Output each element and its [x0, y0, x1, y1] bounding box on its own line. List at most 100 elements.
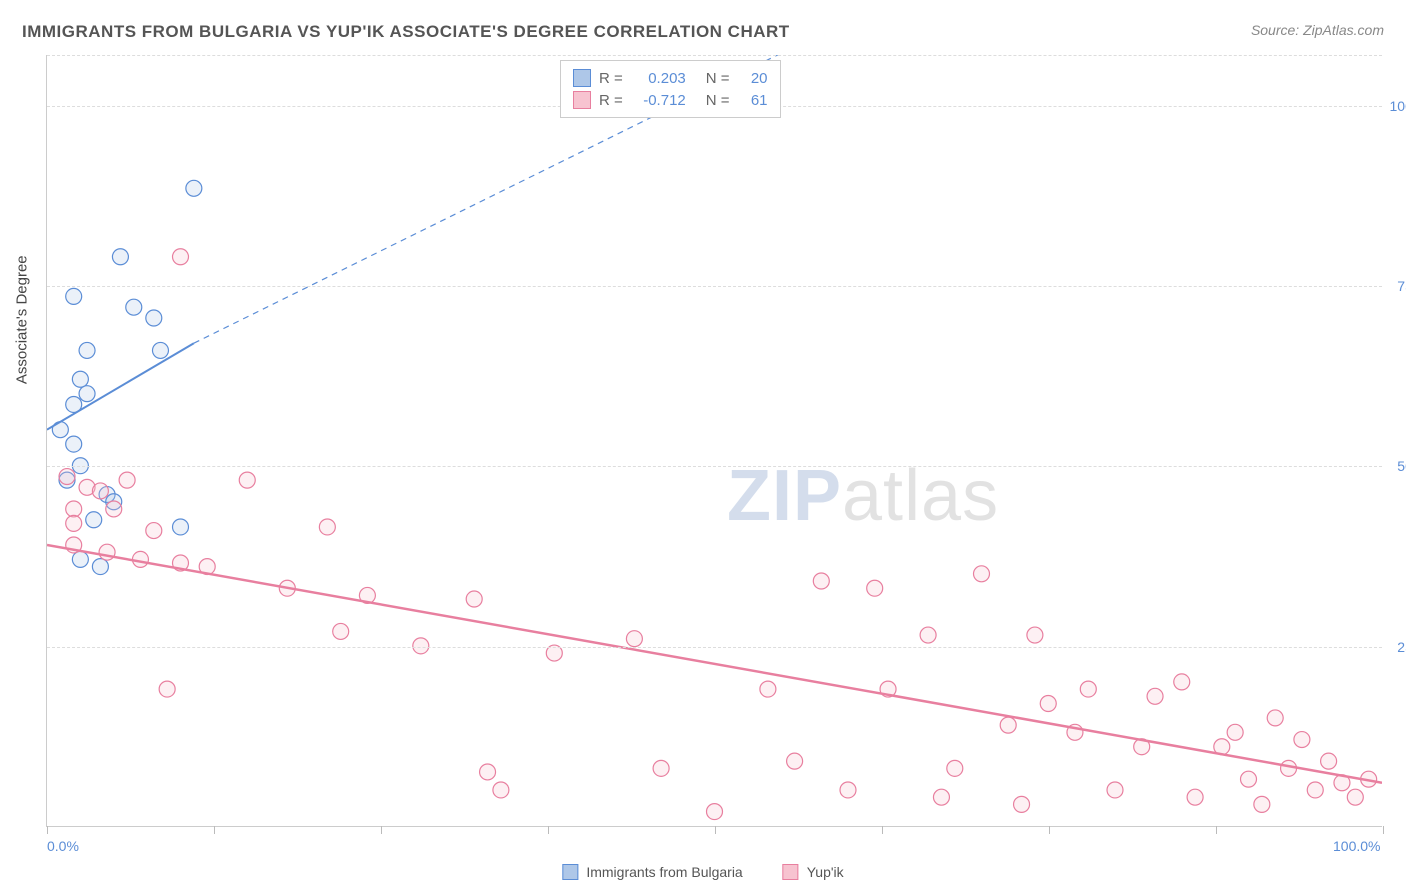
data-point: [92, 483, 108, 499]
x-tick: [381, 826, 382, 834]
data-point: [126, 299, 142, 315]
data-point: [173, 249, 189, 265]
data-point: [79, 342, 95, 358]
data-point: [186, 180, 202, 196]
stat-r-value: 0.203: [631, 70, 686, 87]
y-tick-label: 25.0%: [1397, 639, 1406, 655]
data-point: [1241, 771, 1257, 787]
data-point: [159, 681, 175, 697]
data-point: [480, 764, 496, 780]
legend-item: Yup'ik: [783, 864, 844, 880]
data-point: [199, 559, 215, 575]
x-tick-label: 0.0%: [47, 838, 79, 854]
data-point: [66, 501, 82, 517]
data-point: [1227, 724, 1243, 740]
data-point: [99, 487, 115, 503]
data-point: [880, 681, 896, 697]
data-point: [760, 681, 776, 697]
data-point: [1334, 775, 1350, 791]
data-point: [99, 544, 115, 560]
data-point: [319, 519, 335, 535]
x-tick: [548, 826, 549, 834]
data-point: [920, 627, 936, 643]
data-point: [1214, 739, 1230, 755]
watermark: ZIPatlas: [727, 455, 999, 537]
data-point: [1067, 724, 1083, 740]
data-point: [106, 501, 122, 517]
trend-line: [47, 545, 1382, 783]
data-point: [466, 591, 482, 607]
y-axis-title: Associate's Degree: [14, 255, 31, 384]
data-point: [112, 249, 128, 265]
data-point: [66, 436, 82, 452]
stats-row: R = -0.712 N = 61: [573, 89, 768, 111]
stat-n-value: 61: [738, 92, 768, 109]
data-point: [66, 515, 82, 531]
y-tick-label: 50.0%: [1397, 458, 1406, 474]
swatch-icon: [562, 864, 578, 880]
data-point: [173, 555, 189, 571]
data-point: [1134, 739, 1150, 755]
x-tick: [214, 826, 215, 834]
data-point: [653, 760, 669, 776]
swatch-icon: [573, 69, 591, 87]
source-attribution: Source: ZipAtlas.com: [1251, 22, 1384, 38]
data-point: [787, 753, 803, 769]
data-point: [66, 537, 82, 553]
chart-title: IMMIGRANTS FROM BULGARIA VS YUP'IK ASSOC…: [22, 22, 790, 42]
data-point: [92, 559, 108, 575]
data-point: [359, 587, 375, 603]
stats-row: R =0.203N =20: [573, 67, 768, 89]
data-point: [1040, 696, 1056, 712]
data-point: [173, 519, 189, 535]
x-tick: [1383, 826, 1384, 834]
data-point: [626, 631, 642, 647]
legend-item: Immigrants from Bulgaria: [562, 864, 742, 880]
data-point: [132, 551, 148, 567]
x-tick: [715, 826, 716, 834]
data-point: [1254, 796, 1270, 812]
data-point: [72, 551, 88, 567]
data-point: [72, 371, 88, 387]
data-point: [79, 386, 95, 402]
chart-svg: [47, 55, 1382, 826]
x-tick: [1049, 826, 1050, 834]
data-point: [493, 782, 509, 798]
stat-r-value: -0.712: [631, 92, 686, 109]
data-point: [66, 288, 82, 304]
data-point: [1080, 681, 1096, 697]
data-point: [933, 789, 949, 805]
swatch-icon: [573, 91, 591, 109]
x-tick-label: 100.0%: [1333, 838, 1380, 854]
x-tick: [47, 826, 48, 834]
data-point: [146, 310, 162, 326]
legend: Immigrants from Bulgaria Yup'ik: [562, 864, 843, 880]
data-point: [1014, 796, 1030, 812]
data-point: [59, 469, 75, 485]
trend-line: [47, 343, 194, 429]
data-point: [52, 422, 68, 438]
stats-box: R =0.203N =20R =-0.712N =61: [560, 60, 781, 118]
data-point: [1107, 782, 1123, 798]
data-point: [974, 566, 990, 582]
data-point: [813, 573, 829, 589]
stat-r-label: R =: [599, 92, 623, 109]
data-point: [146, 523, 162, 539]
watermark-bold: ZIP: [727, 456, 842, 536]
data-point: [66, 396, 82, 412]
data-point: [239, 472, 255, 488]
data-point: [59, 472, 75, 488]
data-point: [707, 804, 723, 820]
stat-r-label: R =: [599, 70, 623, 87]
swatch-icon: [783, 864, 799, 880]
data-point: [279, 580, 295, 596]
y-tick-label: 75.0%: [1397, 278, 1406, 294]
stat-n-label: N =: [706, 92, 730, 109]
plot-area: ZIPatlas 25.0%50.0%75.0%100.0%0.0%100.0%: [46, 55, 1382, 827]
data-point: [1307, 782, 1323, 798]
data-point: [1321, 753, 1337, 769]
data-point: [1281, 760, 1297, 776]
data-point: [1147, 688, 1163, 704]
data-point: [1187, 789, 1203, 805]
legend-label: Immigrants from Bulgaria: [586, 864, 742, 880]
